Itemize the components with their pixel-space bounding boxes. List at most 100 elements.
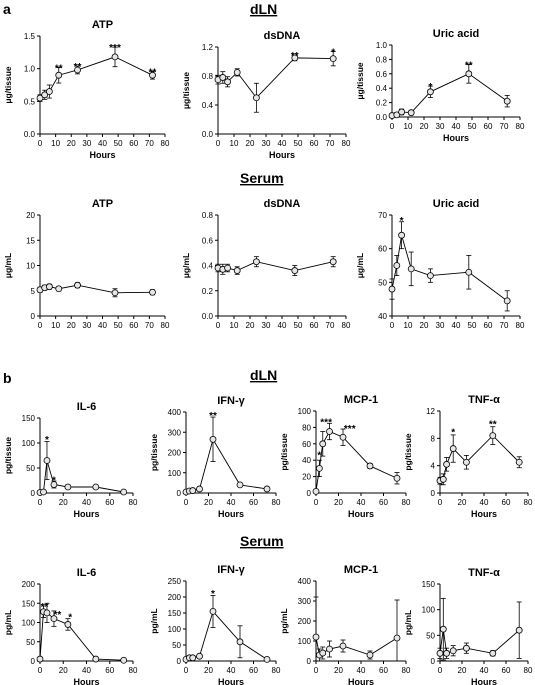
y-axis-label: pg/tissue <box>3 437 13 475</box>
data-point <box>326 645 333 653</box>
data-point <box>443 649 451 657</box>
data-point <box>120 488 128 496</box>
data-point <box>50 481 58 488</box>
data-point <box>64 621 72 628</box>
chart-a_serum_uric: Uric acid 40 50 60 70 0 10 20 30 40 50 60 70 80 μg/mL * <box>355 198 525 330</box>
y-tick-label: 1.0 <box>24 65 36 74</box>
chart-title: ATP <box>92 198 113 210</box>
y-tick-label: 400 <box>298 577 312 586</box>
x-tick-label: 60 <box>129 139 138 148</box>
significance-annotation: * <box>331 47 335 58</box>
data-point <box>36 655 44 663</box>
y-tick-label: 100 <box>168 469 182 478</box>
data-point <box>326 428 333 435</box>
x-tick-label: 0 <box>216 139 221 148</box>
x-axis-label: Hours <box>348 677 374 685</box>
chart-title: IFN-γ <box>217 395 245 407</box>
data-point <box>426 272 434 280</box>
significance-annotation: * <box>211 589 215 600</box>
data-point <box>64 483 72 491</box>
chart-title: TNF-α <box>468 394 500 406</box>
y-tick-label: 0 <box>307 657 312 666</box>
data-point <box>465 268 473 276</box>
chart-title: MCP-1 <box>344 564 378 576</box>
data-point <box>45 88 53 95</box>
y-tick-label: 150 <box>422 580 436 589</box>
x-axis-label: Hours <box>348 509 374 519</box>
y-tick-label: 10 <box>26 262 35 271</box>
y-tick-label: 0.8 <box>202 72 214 81</box>
data-point <box>436 649 444 657</box>
data-point <box>252 94 260 102</box>
y-tick-label: 0.0 <box>376 113 388 122</box>
x-tick-label: 10 <box>230 321 239 330</box>
data-point <box>196 652 203 660</box>
x-tick-label: 80 <box>161 321 170 330</box>
x-axis-label: Hours <box>471 509 497 519</box>
data-point <box>449 445 457 452</box>
data-point <box>224 264 232 272</box>
x-tick-label: 0 <box>314 666 319 675</box>
data-point <box>43 609 51 617</box>
y-axis-label: μg/mL <box>3 253 13 279</box>
panel-a-dln-header: dLN <box>250 1 277 17</box>
y-tick-label: 100 <box>22 619 36 628</box>
y-axis-label: pg/tissue <box>149 434 159 472</box>
y-tick-label: 0.4 <box>376 84 388 93</box>
data-point <box>189 487 197 494</box>
x-axis-label: Hours <box>218 509 244 519</box>
data-point <box>74 281 81 289</box>
significance-annotation: * <box>428 82 432 93</box>
x-tick-label: 20 <box>67 139 76 148</box>
chart-title: TNF-α <box>468 567 500 579</box>
y-tick-label: 150 <box>22 414 36 423</box>
y-tick-label: 50 <box>426 631 435 640</box>
data-point <box>515 626 523 634</box>
data-point <box>236 481 244 489</box>
chart-title: Uric acid <box>433 198 479 210</box>
series-line <box>391 73 508 117</box>
y-axis-label: pg/tissue <box>403 433 413 471</box>
data-point <box>291 54 299 62</box>
x-tick-label: 20 <box>458 498 467 507</box>
x-tick-label: 20 <box>420 321 429 330</box>
series-line <box>185 610 268 660</box>
y-tick-label: 0 <box>177 489 182 498</box>
x-tick-label: 30 <box>436 321 445 330</box>
chart-title: MCP-1 <box>344 394 378 406</box>
x-tick-label: 20 <box>334 498 343 507</box>
y-tick-label: 8 <box>431 434 436 443</box>
panel-a-label: a <box>3 1 11 17</box>
y-tick-label: 4 <box>431 462 436 471</box>
x-tick-label: 60 <box>249 666 258 675</box>
x-tick-label: 40 <box>357 666 366 675</box>
x-axis-label: Hours <box>89 150 115 160</box>
data-point <box>393 634 401 642</box>
y-tick-label: 0 <box>31 657 36 666</box>
data-point <box>233 68 241 76</box>
chart-a_dln_dsdna: dsDNA 0.0 0.4 0.8 1.2 0 10 20 30 40 50 60 70 80 Hours μ… <box>181 30 351 160</box>
x-tick-label: 60 <box>310 321 319 330</box>
y-tick-label: 50 <box>378 278 387 287</box>
x-tick-label: 60 <box>379 666 388 675</box>
x-tick-label: 60 <box>249 498 258 507</box>
data-point <box>43 457 51 464</box>
y-tick-label: 100 <box>22 439 36 448</box>
x-tick-label: 0 <box>184 666 189 675</box>
y-tick-label: 60 <box>302 440 311 449</box>
data-point <box>120 656 128 664</box>
y-tick-label: 0.2 <box>376 99 388 108</box>
chart-title: dsDNA <box>264 198 301 210</box>
data-point <box>398 108 406 116</box>
data-point <box>149 71 156 79</box>
y-tick-label: 1.5 <box>24 32 36 41</box>
x-tick-label: 10 <box>404 122 413 131</box>
data-point <box>315 464 323 472</box>
y-tick-label: 0 <box>307 489 312 498</box>
x-axis-label: Hours <box>218 677 244 685</box>
data-point <box>426 88 434 96</box>
data-point <box>55 71 63 79</box>
panel-b-dln-header: dLN <box>250 367 277 383</box>
